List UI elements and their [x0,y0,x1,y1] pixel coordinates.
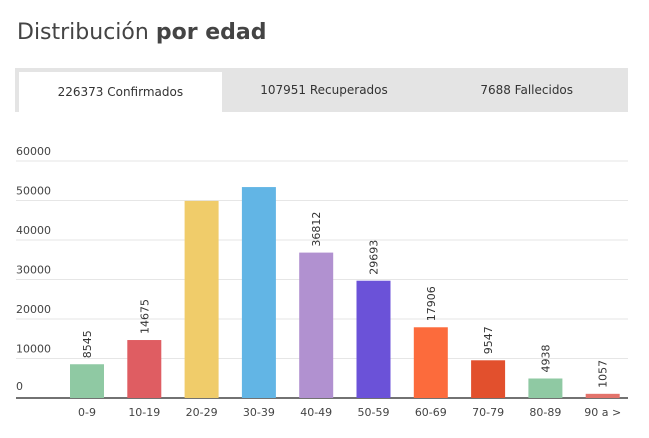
title-bold: por edad [155,20,267,45]
x-tick-label: 90 a > [584,406,621,419]
bar [241,187,276,398]
data-label: 36812 [310,212,323,247]
x-tick-label: 0-9 [78,406,96,419]
x-tick-label: 40-49 [300,406,332,419]
bar [413,327,448,398]
y-tick-label: 40000 [16,224,51,237]
bar [528,378,563,398]
data-label: 14675 [138,299,151,334]
y-tick-label: 30000 [16,264,51,277]
bar [299,252,334,398]
y-tick-label: 0 [16,380,23,393]
bar [127,340,162,398]
bar [70,364,104,398]
data-label: 9547 [482,326,495,354]
y-tick-label: 50000 [16,185,51,198]
bar [356,280,391,398]
y-tick-label: 60000 [16,145,51,158]
x-tick-label: 80-89 [529,406,561,419]
chart-title: Distribución por edad [17,20,266,45]
x-tick-label: 70-79 [472,406,504,419]
data-label: 1057 [597,360,610,388]
data-label: 8545 [81,330,94,358]
tab-bar: 226373 Confirmados 107951 Recuperados 76… [15,68,628,112]
tab-fallecidos[interactable]: 7688 Fallecidos [480,83,574,97]
x-tick-label: 60-69 [415,406,447,419]
bar [585,393,620,398]
x-tick-label: 20-29 [186,406,218,419]
data-label: 4938 [539,344,552,372]
x-tick-label: 10-19 [128,406,160,419]
x-tick-label: 50-59 [358,406,390,419]
x-tick-label: 30-39 [243,406,275,419]
tab-confirmados[interactable]: 226373 Confirmados [18,71,223,112]
title-regular: Distribución [17,20,149,45]
bar [184,200,219,398]
bar [471,360,506,398]
y-tick-label: 20000 [16,303,51,316]
tab-recuperados[interactable]: 107951 Recuperados [260,83,388,97]
data-label: 17906 [425,286,438,321]
data-label: 29693 [368,240,381,275]
y-tick-label: 10000 [16,343,51,356]
